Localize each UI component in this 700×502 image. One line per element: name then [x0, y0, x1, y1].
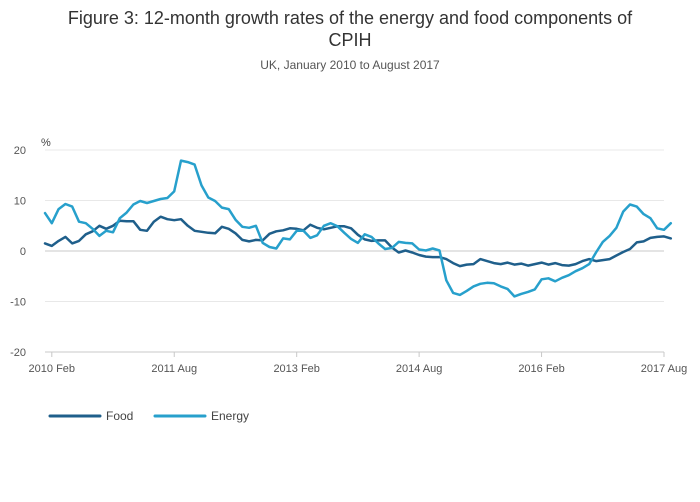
legend-label: Energy: [211, 409, 249, 423]
chart-subtitle: UK, January 2010 to August 2017: [260, 58, 440, 72]
y-tick-label: 20: [14, 145, 26, 157]
x-tick-label: 2010 Feb: [29, 363, 75, 375]
chart-title-line-2: CPIH: [328, 30, 371, 50]
series-lines: [43, 159, 673, 298]
legend[interactable]: Food Energy: [48, 409, 249, 423]
legend-item-energy[interactable]: Energy: [153, 409, 249, 423]
x-tick-label: 2016 Feb: [518, 363, 564, 375]
gridlines: [45, 149, 664, 302]
y-axis-unit-label: %: [41, 137, 51, 149]
y-tick-label: -20: [10, 347, 26, 359]
y-tick-label: 10: [14, 196, 26, 208]
x-tick-label: 2011 Aug: [151, 363, 197, 375]
x-axis: 2010 Feb 2011 Aug 2013 Feb 2014 Aug 2016 Feb…: [29, 351, 688, 375]
series-line-energy: [43, 159, 673, 298]
series-line-food: [43, 215, 673, 268]
legend-item-food[interactable]: Food: [48, 409, 133, 423]
chart-title-line-1: Figure 3: 12-month growth rates of the e…: [68, 8, 633, 28]
x-tick-label: 2014 Aug: [396, 363, 443, 375]
x-tick-label: 2017 Aug: [641, 363, 688, 375]
x-tick-label: 2013 Feb: [273, 363, 319, 375]
y-axis-ticks: -20 -10 0 10 20: [10, 145, 26, 359]
y-tick-label: 0: [20, 246, 26, 258]
legend-label: Food: [106, 409, 133, 423]
y-tick-label: -10: [10, 297, 26, 309]
